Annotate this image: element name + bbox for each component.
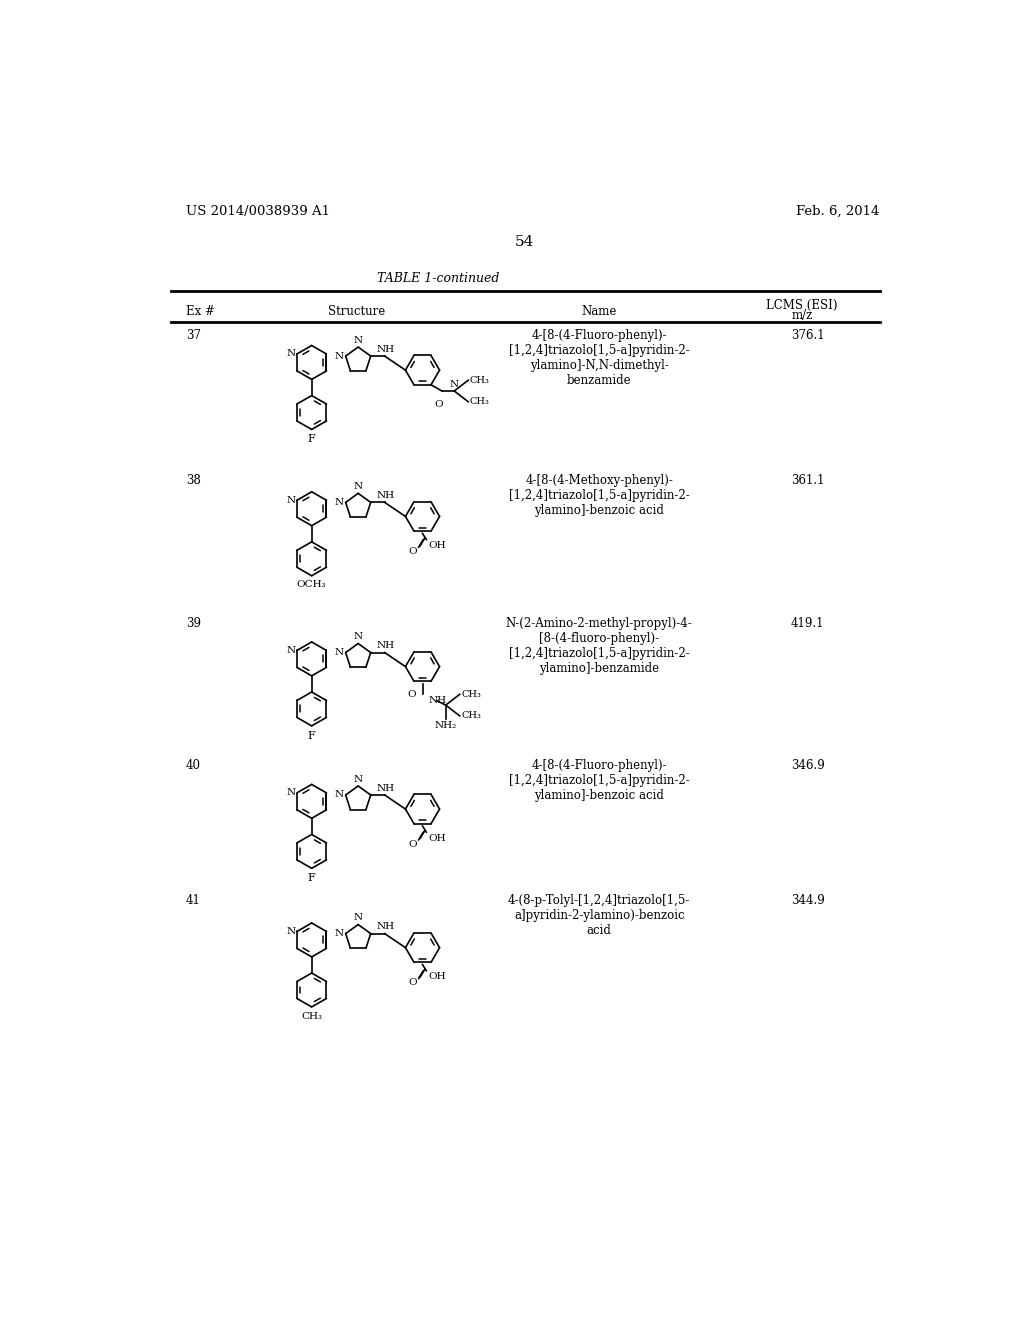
Text: CH₃: CH₃: [301, 1011, 323, 1020]
Text: Structure: Structure: [328, 305, 385, 318]
Text: N: N: [353, 775, 362, 784]
Text: OH: OH: [428, 541, 445, 550]
Text: TABLE 1-continued: TABLE 1-continued: [377, 272, 499, 285]
Text: N: N: [335, 498, 344, 507]
Text: 38: 38: [186, 474, 201, 487]
Text: 346.9: 346.9: [791, 759, 824, 772]
Text: 361.1: 361.1: [791, 474, 824, 487]
Text: N: N: [335, 351, 344, 360]
Text: CH₃: CH₃: [461, 711, 481, 721]
Text: N: N: [450, 380, 459, 389]
Text: O: O: [434, 400, 443, 409]
Text: O: O: [409, 840, 417, 849]
Text: N: N: [335, 929, 344, 939]
Text: N: N: [353, 913, 362, 923]
Text: N: N: [335, 791, 344, 800]
Text: N: N: [353, 632, 362, 642]
Text: N-(2-Amino-2-methyl-propyl)-4-
[8-(4-fluoro-phenyl)-
[1,2,4]triazolo[1,5-a]pyrid: N-(2-Amino-2-methyl-propyl)-4- [8-(4-flu…: [506, 616, 692, 675]
Text: NH: NH: [377, 784, 395, 793]
Text: 4-(8-p-Tolyl-[1,2,4]triazolo[1,5-
a]pyridin-2-ylamino)-benzoic
acid: 4-(8-p-Tolyl-[1,2,4]triazolo[1,5- a]pyri…: [508, 894, 690, 937]
Text: N: N: [335, 648, 344, 657]
Text: OH: OH: [428, 834, 445, 842]
Text: NH: NH: [429, 696, 446, 705]
Text: OCH₃: OCH₃: [297, 581, 327, 589]
Text: 37: 37: [186, 330, 201, 342]
Text: 40: 40: [186, 759, 201, 772]
Text: 39: 39: [186, 616, 201, 630]
Text: 4-[8-(4-Methoxy-phenyl)-
[1,2,4]triazolo[1,5-a]pyridin-2-
ylamino]-benzoic acid: 4-[8-(4-Methoxy-phenyl)- [1,2,4]triazolo…: [509, 474, 689, 517]
Text: N: N: [353, 335, 362, 345]
Text: Name: Name: [582, 305, 616, 318]
Text: N: N: [287, 788, 295, 797]
Text: 376.1: 376.1: [791, 330, 824, 342]
Text: F: F: [308, 434, 315, 444]
Text: N: N: [287, 927, 295, 936]
Text: LCMS (ESI): LCMS (ESI): [767, 298, 838, 312]
Text: NH: NH: [377, 491, 395, 500]
Text: NH: NH: [377, 642, 395, 651]
Text: F: F: [308, 873, 315, 883]
Text: 4-[8-(4-Fluoro-phenyl)-
[1,2,4]triazolo[1,5-a]pyridin-2-
ylamino]-N,N-dimethyl-
: 4-[8-(4-Fluoro-phenyl)- [1,2,4]triazolo[…: [509, 330, 689, 387]
Text: N: N: [353, 482, 362, 491]
Text: N: N: [287, 496, 295, 504]
Text: m/z: m/z: [792, 309, 813, 322]
Text: 4-[8-(4-Fluoro-phenyl)-
[1,2,4]triazolo[1,5-a]pyridin-2-
ylamino]-benzoic acid: 4-[8-(4-Fluoro-phenyl)- [1,2,4]triazolo[…: [509, 759, 689, 803]
Text: O: O: [408, 690, 416, 698]
Text: Feb. 6, 2014: Feb. 6, 2014: [797, 205, 880, 218]
Text: CH₃: CH₃: [461, 690, 481, 698]
Text: OH: OH: [428, 973, 445, 981]
Text: NH: NH: [377, 923, 395, 932]
Text: O: O: [409, 548, 417, 556]
Text: N: N: [287, 350, 295, 359]
Text: 41: 41: [186, 894, 201, 907]
Text: CH₃: CH₃: [470, 376, 489, 384]
Text: CH₃: CH₃: [470, 397, 489, 407]
Text: NH: NH: [377, 345, 395, 354]
Text: 419.1: 419.1: [791, 616, 824, 630]
Text: US 2014/0038939 A1: US 2014/0038939 A1: [186, 205, 330, 218]
Text: 344.9: 344.9: [791, 894, 824, 907]
Text: F: F: [308, 730, 315, 741]
Text: Ex #: Ex #: [186, 305, 215, 318]
Text: N: N: [287, 645, 295, 655]
Text: O: O: [409, 978, 417, 987]
Text: 54: 54: [515, 235, 535, 249]
Text: NH₂: NH₂: [434, 721, 457, 730]
